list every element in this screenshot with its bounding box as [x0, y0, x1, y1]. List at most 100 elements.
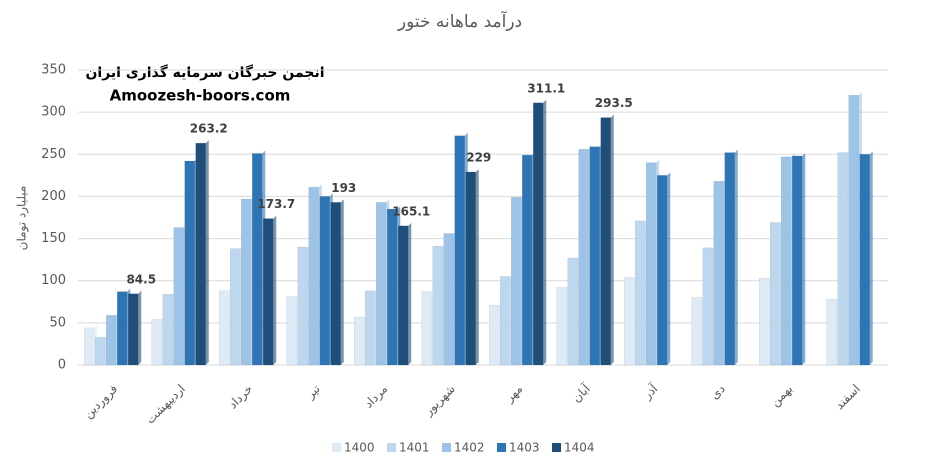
- bar: [308, 186, 319, 366]
- legend-swatch: [387, 443, 396, 452]
- bar: [376, 202, 387, 366]
- x-tick-label: مرداد: [361, 382, 391, 412]
- bar: [781, 156, 792, 366]
- x-tick-label: شهریور: [421, 382, 459, 420]
- data-label: 165.1: [392, 204, 430, 218]
- x-tick-label: تیر: [303, 382, 324, 403]
- bar-side: [610, 114, 614, 365]
- bar: [319, 196, 330, 366]
- bar: [195, 142, 206, 366]
- bar: [454, 135, 465, 366]
- y-tick-label: 0: [58, 358, 66, 373]
- bar-side: [340, 199, 344, 365]
- bar-side: [543, 99, 547, 365]
- legend-swatch: [442, 443, 451, 452]
- legend-label: 1404: [564, 441, 595, 455]
- bar: [556, 287, 567, 366]
- data-label: 193: [331, 181, 356, 195]
- chart-title: درآمد ماهانه ختور: [397, 10, 522, 32]
- bar: [162, 293, 173, 366]
- annotation: Amoozesh-boors.com: [110, 87, 291, 105]
- bar-side: [475, 168, 479, 365]
- bar: [387, 208, 398, 366]
- bar: [859, 154, 870, 366]
- legend-label: 1403: [509, 441, 540, 455]
- bar-side: [138, 290, 142, 365]
- bar: [500, 276, 511, 366]
- y-tick-label: 50: [49, 315, 66, 330]
- bar: [241, 198, 252, 366]
- bar: [286, 296, 297, 366]
- x-tick-label: دی: [708, 382, 728, 402]
- bar: [354, 316, 365, 366]
- bar-side: [273, 215, 277, 365]
- bar: [511, 197, 522, 366]
- bar: [117, 291, 128, 366]
- legend-swatch: [552, 443, 561, 452]
- bar: [600, 117, 611, 366]
- bar: [365, 290, 376, 366]
- x-tick-label: اسفند: [832, 382, 863, 413]
- bar: [128, 293, 139, 366]
- bar: [792, 155, 803, 366]
- data-label: 263.2: [190, 122, 228, 136]
- y-tick-label: 350: [41, 63, 66, 78]
- x-tick-label: آذر: [639, 381, 662, 404]
- bar: [106, 315, 117, 366]
- legend-label: 1401: [399, 441, 430, 455]
- y-axis-label: میلیارد تومان: [15, 186, 30, 251]
- x-tick-label: آبان: [569, 381, 594, 406]
- y-tick-label: 250: [41, 147, 66, 162]
- legend-swatch: [497, 443, 506, 452]
- bar: [567, 257, 578, 366]
- bar-side: [869, 151, 873, 365]
- bar-side: [734, 149, 738, 365]
- y-tick-label: 150: [41, 231, 66, 246]
- x-tick-label: فروردین: [81, 382, 121, 422]
- x-tick-label: خرداد: [226, 382, 256, 412]
- legend-label: 1402: [454, 441, 485, 455]
- bar: [443, 233, 454, 366]
- bar: [297, 246, 308, 366]
- bar: [398, 225, 409, 366]
- annotation: انجمن خبرگان سرمایه گذاری ایران: [85, 64, 324, 81]
- bar-side: [667, 172, 671, 365]
- y-tick-label: 200: [41, 189, 66, 204]
- bar: [95, 336, 106, 366]
- bar: [624, 277, 635, 366]
- bar: [84, 327, 95, 366]
- bar: [522, 154, 533, 366]
- bar: [646, 162, 657, 366]
- bar: [465, 171, 476, 366]
- bar: [759, 277, 770, 366]
- data-label: 311.1: [527, 81, 565, 95]
- x-tick-label: بهمن: [768, 382, 796, 410]
- data-label: 173.7: [257, 197, 295, 211]
- x-tick-label: مهر: [502, 382, 526, 406]
- bar: [578, 148, 589, 366]
- bar-side: [205, 140, 209, 365]
- bar: [826, 299, 837, 366]
- legend-swatch: [332, 443, 341, 452]
- bar: [837, 152, 848, 366]
- data-label: 293.5: [595, 96, 633, 110]
- bar: [848, 95, 859, 366]
- bar: [219, 290, 230, 366]
- bar: [263, 218, 274, 366]
- data-label: 229: [466, 150, 491, 164]
- bar: [713, 181, 724, 366]
- bar: [657, 175, 668, 366]
- bar: [252, 153, 263, 366]
- bar: [533, 102, 544, 366]
- bar: [173, 227, 184, 366]
- bar: [691, 297, 702, 366]
- bar: [151, 319, 162, 366]
- y-tick-label: 100: [41, 273, 66, 288]
- bar-side: [408, 222, 412, 365]
- bar: [770, 222, 781, 366]
- bar: [702, 247, 713, 366]
- bar: [724, 152, 735, 366]
- y-tick-label: 300: [41, 105, 66, 120]
- bar-side: [802, 152, 806, 365]
